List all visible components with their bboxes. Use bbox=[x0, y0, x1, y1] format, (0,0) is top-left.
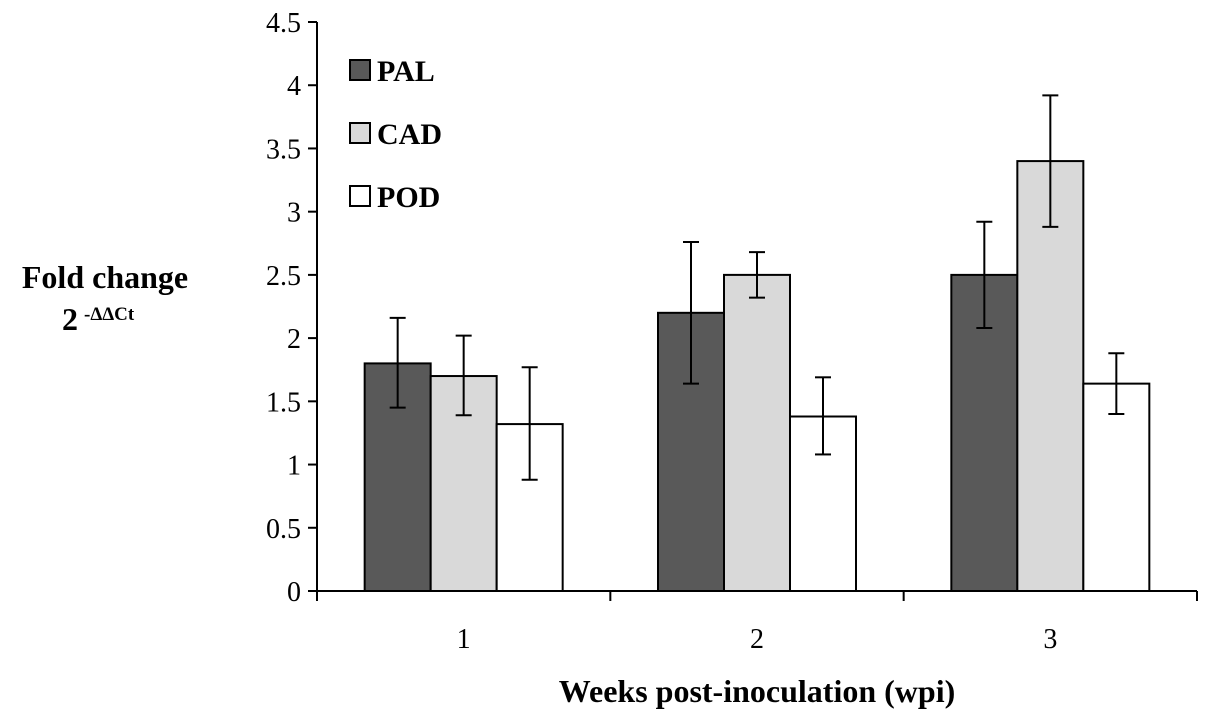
x-tick-label: 3 bbox=[1043, 624, 1057, 655]
x-axis-ticks: 1 2 3 bbox=[316, 591, 1198, 655]
y-tick-label: 2.5 bbox=[266, 261, 301, 292]
error-bar-pal-week-2 bbox=[683, 241, 699, 385]
y-tick-label: 1 bbox=[287, 451, 301, 482]
y-axis-title-base: 2 bbox=[62, 301, 78, 337]
bar-cad-week-2 bbox=[723, 273, 791, 592]
legend-item-pal: PAL bbox=[349, 55, 435, 88]
error-bar-pal-week-3 bbox=[976, 220, 993, 329]
legend-item-cad: CAD bbox=[349, 118, 442, 151]
legend-label: CAD bbox=[377, 118, 442, 151]
x-tick-label: 2 bbox=[750, 624, 764, 655]
y-axis-title: Fold change bbox=[22, 259, 188, 295]
y-tick-label: 4.5 bbox=[266, 8, 301, 39]
y-tick-label: 2 bbox=[287, 324, 301, 355]
error-bar-cad-week-2 bbox=[749, 251, 765, 299]
legend: PAL CAD POD bbox=[349, 55, 442, 214]
y-tick-label: 3 bbox=[287, 198, 301, 229]
y-tick-label: 4 bbox=[287, 71, 301, 102]
legend-label: POD bbox=[377, 181, 440, 214]
error-bar-pod-week-3 bbox=[1108, 352, 1125, 415]
legend-item-pod: POD bbox=[349, 181, 440, 214]
bar-cad-week-3 bbox=[1016, 160, 1085, 592]
bars bbox=[363, 160, 1151, 592]
y-axis-ticks: 0 0.5 1 1.5 2 2.5 3 3.5 4 4.5 bbox=[266, 8, 317, 608]
axes bbox=[308, 22, 1197, 592]
error-bars bbox=[389, 94, 1125, 481]
y-tick-label: 0 bbox=[287, 577, 301, 608]
y-tick-label: 3.5 bbox=[266, 134, 301, 165]
legend-label: PAL bbox=[377, 55, 435, 88]
x-axis-title: Weeks post-inoculation (wpi) bbox=[559, 673, 955, 709]
legend-swatch bbox=[349, 59, 371, 81]
error-bar-cad-week-3 bbox=[1042, 94, 1059, 228]
legend-swatch bbox=[349, 122, 371, 144]
error-bar-pal-week-1 bbox=[389, 316, 406, 409]
y-tick-label: 0.5 bbox=[266, 514, 301, 545]
error-bar-pod-week-1 bbox=[521, 366, 538, 481]
error-bar-cad-week-1 bbox=[455, 334, 472, 417]
legend-swatch bbox=[349, 185, 371, 207]
y-axis-title-superscript: -ΔΔCt bbox=[84, 304, 135, 325]
x-tick-label: 1 bbox=[457, 624, 471, 655]
y-tick-label: 1.5 bbox=[266, 387, 301, 418]
error-bar-pod-week-2 bbox=[815, 376, 831, 456]
